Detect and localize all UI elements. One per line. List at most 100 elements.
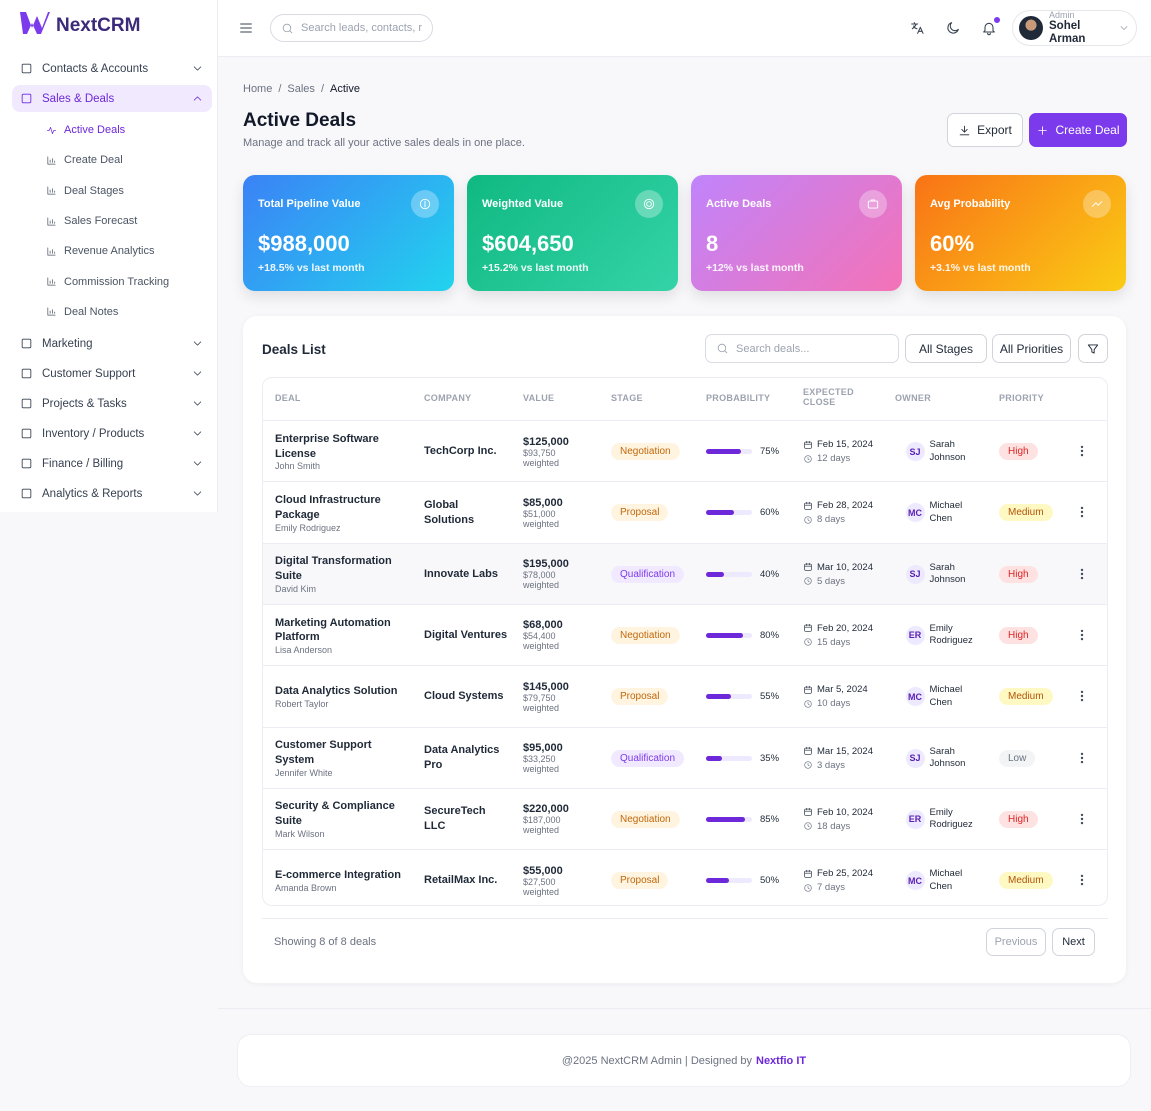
deal-name: Customer Support System [275, 739, 372, 766]
row-actions[interactable] [1075, 628, 1089, 642]
probability-track [706, 510, 752, 516]
icon [1080, 506, 1084, 518]
nav-label: Marketing [42, 337, 93, 350]
icon [47, 156, 56, 165]
nav-subitem[interactable]: Revenue Analytics [12, 236, 212, 266]
value-cell: $145,000 $79,750 weighted [523, 666, 603, 727]
close-date: Feb 28, 2024 [803, 500, 873, 511]
deals-panel: Deals List Search deals... All Stages All P… [243, 316, 1126, 983]
icon [193, 66, 202, 71]
stage-badge: Proposal [611, 688, 669, 706]
previous-button[interactable]: Previous [986, 928, 1046, 956]
deals-search[interactable]: Search deals... [705, 334, 899, 363]
nav-subitem[interactable]: Deal Notes [12, 297, 212, 327]
row-actions[interactable] [1075, 444, 1089, 458]
stage-filter[interactable]: All Stages [905, 334, 987, 363]
stage-badge: Negotiation [611, 810, 680, 828]
value-cell: $95,000 $33,250 weighted [523, 728, 603, 789]
user-info: Admin Sohel Arman [1049, 10, 1112, 47]
stat-value: 8 [706, 231, 719, 256]
icon [47, 247, 56, 256]
stage-cell: Qualification [611, 544, 685, 605]
stage-badge: Negotiation [611, 443, 680, 460]
nav-subitem[interactable]: Sales Forecast [12, 206, 212, 236]
header-icon[interactable] [981, 20, 997, 36]
priority-cell: Medium [999, 850, 1053, 905]
breadcrumb-item[interactable]: Home [243, 83, 273, 95]
nav-subitem[interactable]: Active Deals [12, 115, 212, 145]
icon [21, 458, 32, 469]
owner-name: Michael Chen [929, 684, 963, 708]
row-actions[interactable] [1075, 689, 1089, 703]
probability-track [706, 816, 752, 822]
create-deal-button[interactable]: Create Deal [1029, 113, 1127, 147]
deal-cell: Security & Compliance Suite Mark Wilson [275, 789, 410, 850]
user-menu[interactable]: Admin Sohel Arman [1012, 10, 1137, 46]
owner-name: Sarah Johnson [929, 561, 966, 586]
next-button[interactable]: Next [1052, 928, 1095, 956]
deal-cell: E-commerce Integration Amanda Brown [275, 850, 410, 905]
nav-item[interactable]: Analytics & Reports [12, 480, 212, 507]
deal-value: $195,000 [523, 558, 569, 571]
company-cell: TechCorp Inc. [424, 421, 509, 482]
filter-button[interactable] [1078, 334, 1108, 363]
icon [804, 883, 812, 892]
owner-cell: MC Michael Chen [895, 850, 990, 905]
row-actions[interactable] [1075, 812, 1089, 826]
icon [21, 93, 32, 104]
nav-subitem[interactable]: Commission Tracking [12, 266, 212, 296]
nav-item[interactable]: Customer Support [12, 360, 212, 387]
deal-value: $95,000 [523, 742, 563, 754]
row-actions[interactable] [1075, 873, 1089, 887]
stat-card: Total Pipeline Value $988,000 +18.5% vs la… [243, 175, 454, 291]
deal-contact: Amanda Brown [275, 883, 337, 894]
nav-subitem[interactable]: Create Deal [12, 145, 212, 175]
nav-sub-icon [46, 276, 57, 287]
stat-value: $988,000 [258, 231, 350, 256]
close-cell: Mar 5, 2024 10 days [803, 666, 868, 727]
table-row: Cloud Infrastructure Package Emily Rodrig… [263, 481, 1107, 543]
icon [1091, 201, 1103, 207]
company-cell: SecureTech LLC [424, 789, 509, 850]
nav-subitem[interactable]: Deal Stages [12, 176, 212, 206]
header-icon[interactable] [909, 20, 925, 36]
stat-change: +12% vs last month [706, 262, 804, 274]
row-actions[interactable] [1075, 505, 1089, 519]
breadcrumb-separator: / [320, 83, 324, 95]
export-button[interactable]: Export [947, 113, 1023, 147]
priority-cell: High [999, 421, 1038, 482]
icon [1080, 629, 1084, 641]
probability-bar [706, 632, 743, 638]
nav-item[interactable]: Marketing [12, 330, 212, 357]
icon [804, 638, 812, 647]
priority-cell: Medium [999, 666, 1053, 727]
header-icon[interactable] [945, 20, 961, 36]
probability-track [706, 694, 752, 700]
global-search[interactable]: Search leads, contacts, r [270, 14, 433, 42]
weighted-suffix: weighted [523, 825, 560, 836]
nav-icon [20, 62, 33, 75]
deal-cell: Data Analytics Solution Robert Taylor [275, 666, 410, 727]
probability-track [706, 632, 752, 638]
priority-cell: Medium [999, 482, 1053, 543]
nav-item[interactable]: Sales & Deals [12, 85, 212, 112]
close-date: Mar 5, 2024 [803, 684, 868, 695]
probability-bar [706, 510, 734, 516]
nav-item[interactable]: Finance / Billing [12, 450, 212, 477]
menu-toggle[interactable] [238, 20, 254, 36]
nav-item[interactable]: Inventory / Products [12, 420, 212, 447]
breadcrumb-item[interactable]: Sales [287, 83, 315, 95]
footer-link[interactable]: Nextfio IT [756, 1054, 807, 1067]
nav-item[interactable]: Contacts & Accounts [12, 55, 212, 82]
user-name: Sohel Arman [1049, 19, 1086, 46]
icon [717, 343, 728, 354]
nav-sub-label: Commission Tracking [64, 275, 170, 288]
icon [282, 23, 293, 33]
priority-filter[interactable]: All Priorities [992, 334, 1071, 363]
stage-badge: Proposal [611, 504, 669, 522]
nav-item[interactable]: Projects & Tasks [12, 390, 212, 417]
row-actions[interactable] [1075, 567, 1089, 581]
row-actions[interactable] [1075, 751, 1089, 765]
weighted-suffix: weighted [523, 886, 560, 897]
column-header: STAGE [611, 393, 643, 403]
